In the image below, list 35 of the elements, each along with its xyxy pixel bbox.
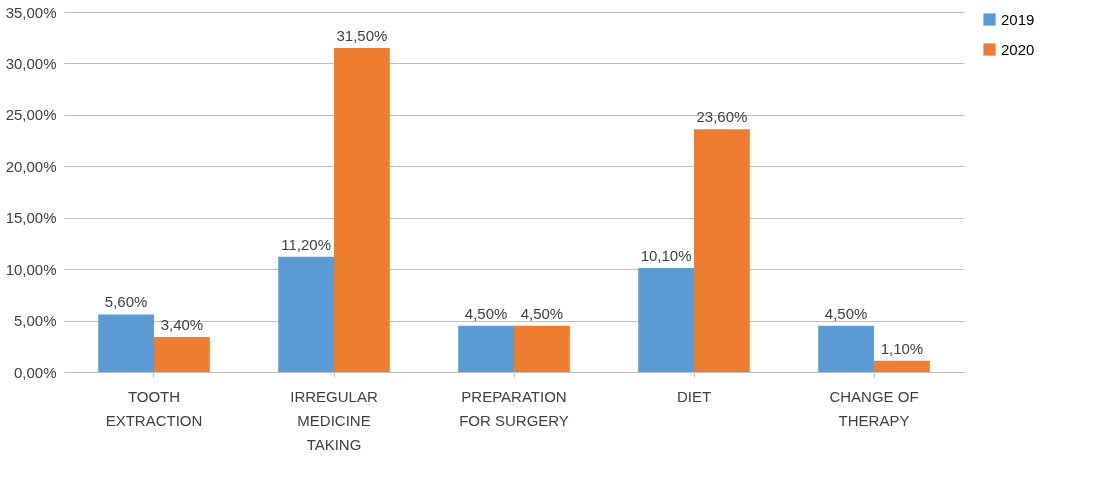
data-label: 11,20% bbox=[281, 235, 331, 253]
y-tick-label: 10,00% bbox=[5, 260, 57, 278]
x-tick-label: IRREGULAR MEDICINE TAKING bbox=[290, 387, 378, 453]
x-tick-label: PREPARATION FOR SURGERY bbox=[459, 387, 569, 429]
bar bbox=[334, 48, 390, 372]
y-tick-label: 15,00% bbox=[5, 209, 57, 227]
y-tick-label: 5,00% bbox=[13, 312, 57, 330]
data-label: 5,60% bbox=[104, 293, 148, 311]
data-label: 23,60% bbox=[696, 108, 748, 126]
x-tick-label: TOOTH EXTRACTION bbox=[105, 387, 203, 429]
bar bbox=[818, 325, 874, 372]
data-label: 31,50% bbox=[336, 27, 388, 44]
legend-label: 2020 bbox=[1001, 40, 1035, 58]
data-label: 4,50% bbox=[464, 304, 508, 322]
bar bbox=[458, 325, 514, 372]
x-tick-label: DIET bbox=[676, 387, 712, 405]
data-label: 4,50% bbox=[824, 304, 868, 322]
bar bbox=[278, 256, 334, 372]
bar bbox=[154, 337, 210, 372]
y-tick-label: 0,00% bbox=[13, 363, 57, 381]
bar bbox=[874, 360, 930, 372]
bar bbox=[638, 268, 694, 372]
bar bbox=[514, 325, 570, 372]
y-tick-label: 35,00% bbox=[5, 3, 57, 21]
bar bbox=[694, 129, 750, 372]
data-label: 4,50% bbox=[520, 304, 564, 322]
bar bbox=[98, 314, 154, 372]
data-label: 1,10% bbox=[880, 339, 924, 357]
y-tick-label: 30,00% bbox=[5, 54, 57, 72]
y-tick-label: 20,00% bbox=[5, 157, 57, 175]
y-tick-label: 25,00% bbox=[5, 106, 57, 124]
legend-label: 2019 bbox=[1001, 10, 1035, 28]
data-label: 3,40% bbox=[160, 316, 204, 334]
data-label: 10,10% bbox=[640, 247, 692, 265]
x-tick-label: CHANGE OF THERAPY bbox=[829, 387, 919, 429]
